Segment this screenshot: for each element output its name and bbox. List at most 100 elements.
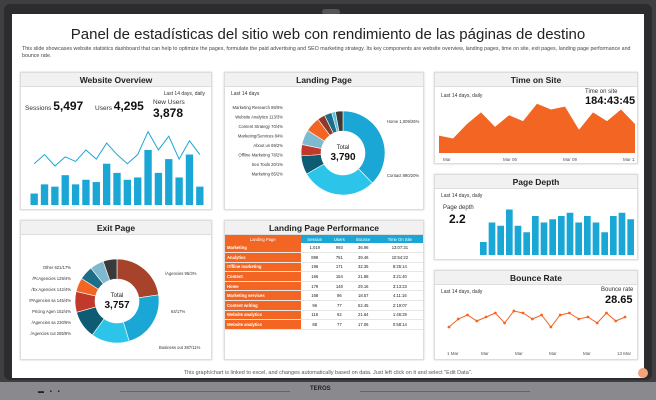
bounce-rate-point [447,325,451,329]
table-cell: Analytics [225,252,301,263]
table-cell: 10:54:22 [376,252,423,263]
newusers-value: 3,878 [153,106,184,120]
table-cell: Content writing [225,300,301,311]
time-on-site-chart: Mar Mar 06 Mar 09 Mar 12 [439,103,635,162]
exit-left-label: Pricing Agen 152/4% [32,309,71,314]
landing-page-title: Landing Page [225,73,423,87]
table-cell: 39.46 [349,252,377,263]
table-cell: 36.98 [349,243,377,254]
overview-bar [196,186,204,205]
tos-period: Last 14 days, daily [441,93,483,99]
bounce-rate-point [466,313,469,317]
table-row: Offline marketing 196 171 32.35 8:25:14 [225,262,423,273]
page-depth-bar [627,219,634,255]
table-cell: 96 [328,290,350,302]
table-cell: 3:13:23 [376,281,423,292]
exit-left-label: /Ex Agencies 142/4% [31,287,71,292]
landing-left-label: Offline Marketing 78/2% [238,153,283,158]
time-on-site-area [439,103,635,153]
table-cell: 0:58:14 [376,319,423,330]
time-on-site-card: Time on Site Last 14 days, daily Time on… [434,72,638,164]
page-depth-bar [575,222,582,255]
bounce-rate-point [558,313,562,317]
tos-label: Time on site [585,89,618,95]
bounce-rate-point [595,321,599,325]
time-on-site-title: Time on Site [435,73,637,87]
exit-total-label: Total [111,293,124,299]
page-depth-card: Page Depth Last 14 days, daily Page dept… [434,174,638,260]
table-cell: 52.45 [349,300,377,311]
table-cell: 77 [328,300,350,311]
sessions-label: Sessions [25,105,52,112]
page-depth-bar [558,216,565,255]
table-cell: 21.64 [349,310,377,321]
overview-bar [175,177,183,205]
website-overview-card: Website Overview Last 14 days, daily Ses… [20,72,212,210]
table-cell: 88 [300,319,329,330]
table-cell: 148 [328,281,350,292]
record-indicator[interactable] [638,368,648,378]
landing-page-card: Landing Page Last 14 days Total 3,790 Mark… [224,72,424,210]
landing-left-label: Website Analytics 113/3% [235,115,283,120]
monitor-bezel [0,382,656,400]
bounce-rate-title: Bounce Rate [435,271,637,285]
landing-slice [335,110,344,132]
br-x-tick: Mar [583,351,591,356]
exit-left-label: Other 621/17% [43,265,71,270]
br-value: 28.65 [605,294,633,306]
table-cell: 154 [328,271,350,282]
users-value: 4,295 [113,99,144,113]
landing-left-label: Content Strategy 70/4% [239,124,284,129]
table-row: Website analytics 116 62 21.64 1:46:29 [225,310,423,321]
landing-performance-card: Landing Page Performance Landing Page Ses… [224,220,424,360]
page-depth-bar [584,216,591,255]
page-depth-bar [532,216,539,255]
page-depth-bar [592,222,600,255]
table-cell: 116 [300,310,329,321]
table-row: Content writing 96 77 52.45 2:19:07 [225,300,423,311]
bezel-line-left [120,391,290,392]
camera [322,9,340,15]
page-depth-bar [540,222,548,255]
table-cell: 993 [328,243,350,254]
tos-x-tick: Mar [443,157,451,162]
overview-period: Last 14 days, daily [163,91,205,97]
table-cell: 8:25:14 [376,262,423,273]
bounce-rate-point [614,319,618,323]
overview-bar [30,193,38,205]
br-x-tick: Mar [481,351,489,356]
br-x-tick: Mar [549,351,557,356]
landing-left-label: Seo Tools 20/1% [252,162,284,167]
overview-bar [154,172,163,205]
table-row: Content 166 154 21.88 3:21:40 [225,271,423,282]
overview-bar [51,186,59,205]
bezel-buttons[interactable]: ▬ ▪ ▪ [38,389,62,395]
exit-slice [102,258,118,281]
table-cell: Marketing [225,243,301,254]
landing-slice [342,110,386,184]
tos-x-tick: Mar 09 [563,157,578,162]
tos-value: 184:43:45 [585,95,636,107]
page-depth-bar [497,225,504,255]
exit-left-label: /Agencies cut 285/8% [30,331,71,336]
overview-bar [92,182,100,205]
table-cell: 18.57 [349,290,377,302]
page-depth-title: Page Depth [435,175,637,189]
page-depth-bar [610,216,617,255]
table-cell: 96 [300,300,329,311]
br-x-tick: 1 Mar [447,351,459,356]
overview-bar [102,163,111,205]
table-row: Marketing services 168 96 18.57 4:11:16 [225,290,423,302]
sessions-value: 5,497 [53,99,84,113]
exit-left-label: /PAgencies sa 145/4% [29,298,71,303]
table-cell: Home [225,281,301,292]
landing-performance-title: Landing Page Performance [225,221,423,235]
bounce-rate-point [484,315,488,319]
table-header-cell: Landing Page [225,235,301,243]
table-header-cell: Bounce [349,235,377,243]
overview-bar [123,179,132,205]
table-cell: Website analytics [225,319,301,330]
overview-bar [40,184,49,205]
